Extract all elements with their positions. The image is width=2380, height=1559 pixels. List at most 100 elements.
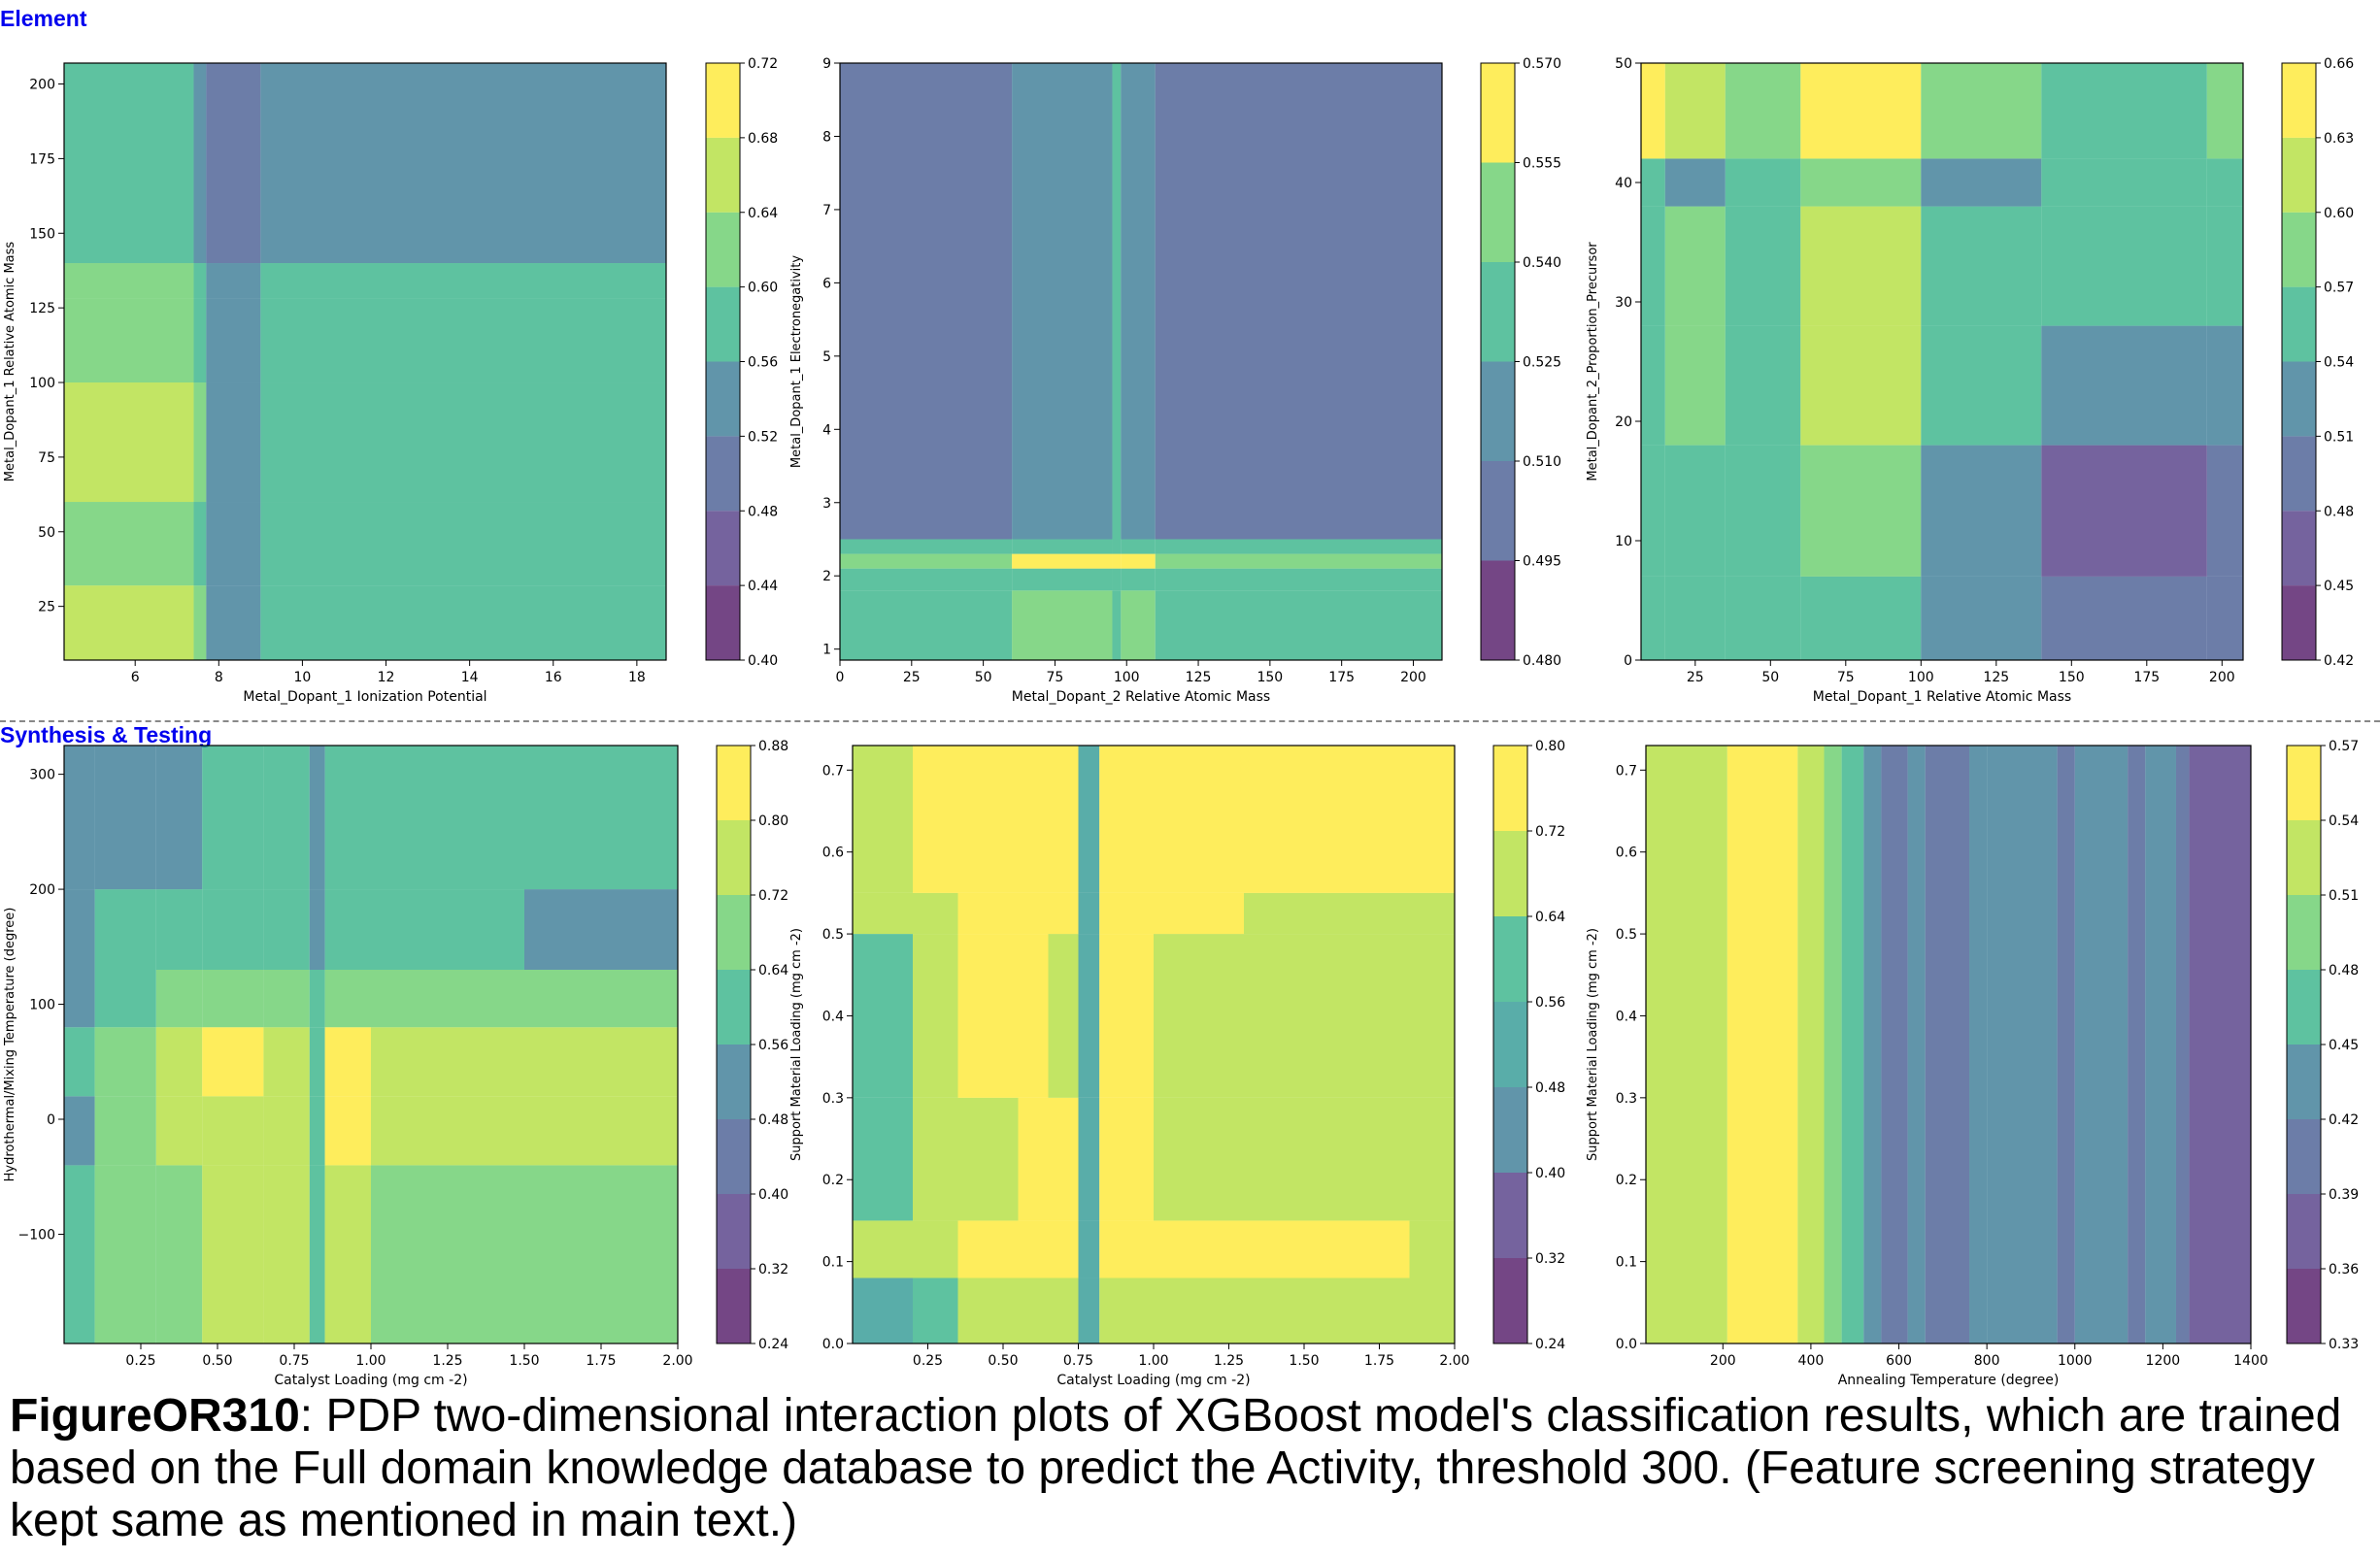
heatmap-cell xyxy=(2145,746,2176,1343)
y-tick-label: 175 xyxy=(29,151,55,167)
colorbar-tick-label: 0.40 xyxy=(748,653,778,669)
colorbar-tick-label: 0.57 xyxy=(2329,739,2359,754)
heatmap-cell xyxy=(64,1096,95,1166)
heatmap-cell xyxy=(309,746,325,890)
colorbar-tick-label: 0.44 xyxy=(748,579,778,594)
figure-id: FigureOR310 xyxy=(10,1390,300,1442)
heatmap-cell xyxy=(1121,590,1156,660)
heatmap-cell xyxy=(206,502,261,586)
section-divider xyxy=(0,720,2380,722)
colorbar-band xyxy=(2287,1194,2321,1269)
colorbar-tick-label: 0.32 xyxy=(758,1262,788,1277)
x-tick-label: 200 xyxy=(1400,670,1426,685)
heatmap-cell xyxy=(260,502,666,586)
x-tick-label: 125 xyxy=(1186,670,1212,685)
x-tick-label: 800 xyxy=(1974,1353,2000,1369)
x-tick-label: 400 xyxy=(1798,1353,1825,1369)
heatmap-cell xyxy=(1800,325,1922,446)
heatmap-cell xyxy=(309,970,325,1028)
heatmap-cell xyxy=(1664,63,1726,159)
heatmap-cell xyxy=(1725,63,1801,159)
heatmap-cell xyxy=(1921,206,2042,326)
heatmap-cell xyxy=(1121,568,1156,591)
heatmap-cell xyxy=(64,746,95,890)
colorbar-tick-label: 0.51 xyxy=(2324,429,2354,445)
colorbar-band xyxy=(2282,137,2316,213)
y-tick-label: 10 xyxy=(1615,534,1632,549)
heatmap-cell xyxy=(2206,206,2243,326)
colorbar-band xyxy=(2282,212,2316,287)
heatmap-cell xyxy=(94,970,156,1028)
plot-frame xyxy=(1640,62,2244,661)
heatmap-cell xyxy=(1099,934,1109,1098)
heatmap-cell xyxy=(840,63,1013,540)
heatmap-cell xyxy=(2189,746,2251,1343)
colorbar-frame xyxy=(1492,745,1528,1344)
colorbar-band xyxy=(2287,970,2321,1045)
colorbar-band xyxy=(2287,895,2321,970)
x-tick-label: 1.50 xyxy=(509,1353,539,1369)
heatmap-cell xyxy=(840,539,1013,554)
heatmap-cell xyxy=(155,746,203,890)
heatmap-cell xyxy=(913,1097,958,1221)
x-axis-label: Metal_Dopant_1 Ionization Potential xyxy=(243,689,486,705)
x-tick-label: 150 xyxy=(1257,670,1283,685)
y-tick-label: 0.1 xyxy=(1616,1255,1637,1271)
x-tick-label: 18 xyxy=(628,670,646,685)
y-tick-label: 50 xyxy=(1615,56,1632,72)
heatmap-cell xyxy=(1921,576,2042,660)
heatmap-cell xyxy=(202,1027,264,1097)
heatmap-cell xyxy=(263,889,310,970)
colorbar-band xyxy=(706,511,740,586)
heatmap-cell xyxy=(1409,934,1455,1098)
heatmap-cell xyxy=(2041,206,2207,326)
heatmap-cell xyxy=(1018,1277,1049,1343)
colorbar-band xyxy=(2287,1269,2321,1343)
colorbar-tick-label: 0.40 xyxy=(758,1187,788,1203)
heatmap-cell xyxy=(1154,1277,1244,1343)
x-tick-label: 175 xyxy=(2133,670,2160,685)
heatmap-cells xyxy=(64,746,678,1343)
y-axis-label: Metal_Dopant_1 Electronegativity xyxy=(789,255,804,468)
heatmap-cell xyxy=(1121,539,1156,554)
y-axis-label: Metal_Dopant_2_Proportion_Precursor xyxy=(1586,242,1600,481)
x-tick-label: 0 xyxy=(836,670,845,685)
colorbar-band xyxy=(1493,831,1527,916)
heatmap-cell xyxy=(1048,746,1079,893)
colorbar-band xyxy=(1481,361,1515,461)
y-tick-label: 1 xyxy=(822,643,831,658)
heatmap-cell xyxy=(524,970,678,1028)
heatmap-cell xyxy=(64,502,194,586)
x-tick-label: 1.75 xyxy=(586,1353,616,1369)
x-tick-label: 50 xyxy=(975,670,992,685)
heatmap-cell xyxy=(193,263,207,299)
x-tick-label: 75 xyxy=(1837,670,1855,685)
figure-caption: FigureOR310: PDP two-dimensional interac… xyxy=(10,1390,2360,1547)
heatmap-cell xyxy=(913,892,958,935)
colorbar-tick-label: 0.24 xyxy=(758,1337,788,1352)
heatmap-cell xyxy=(94,1027,156,1097)
colorbar-tick-label: 0.42 xyxy=(2324,653,2354,669)
plot-frame xyxy=(839,62,1443,661)
heatmap-cell xyxy=(2206,445,2243,577)
colorbar-band xyxy=(717,895,751,970)
heatmap-cell xyxy=(193,298,207,383)
colorbar-band xyxy=(717,746,751,820)
heatmap-cell xyxy=(263,1096,310,1166)
heatmap-cell xyxy=(853,1097,913,1221)
heatmap-cell xyxy=(1154,934,1244,1098)
colorbar-tick-label: 0.24 xyxy=(1535,1337,1565,1352)
y-tick-label: 0.2 xyxy=(1616,1173,1637,1188)
heatmap-cell xyxy=(1121,63,1156,540)
colorbar-band xyxy=(1493,746,1527,831)
y-tick-label: 75 xyxy=(38,450,55,466)
heatmap-cells xyxy=(1646,746,2251,1343)
colorbar: 0.42 0.45 0.48 0.51 0.54 0.57 0.60 0.63 0.66 xyxy=(2281,56,2354,669)
heatmap-cell xyxy=(206,63,261,264)
x-tick-label: 0.75 xyxy=(279,1353,309,1369)
heatmap-cell xyxy=(1018,1220,1049,1278)
y-tick-label: 7 xyxy=(822,203,831,218)
y-tick-label: 0.1 xyxy=(822,1255,844,1271)
x-tick-label: 100 xyxy=(1114,670,1140,685)
heatmap-cell xyxy=(853,892,913,935)
